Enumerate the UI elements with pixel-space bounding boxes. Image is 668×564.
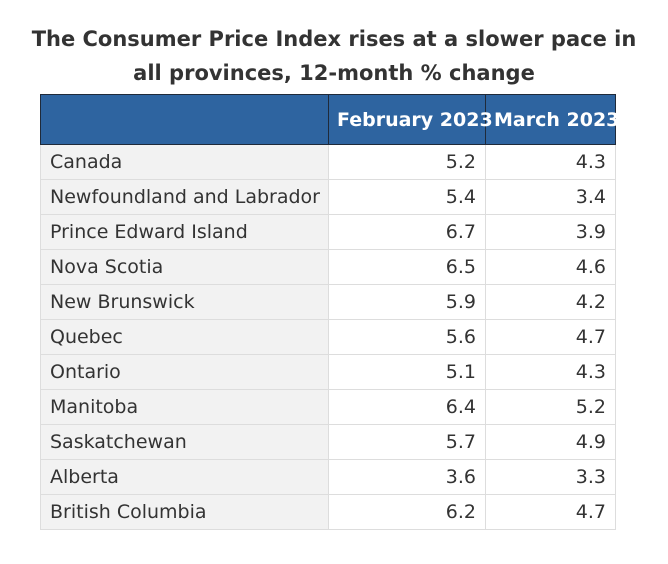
table-body: Canada 5.2 4.3 Newfoundland and Labrador 5.4…	[40, 144, 616, 530]
march-2023-value: 5.2	[485, 389, 616, 425]
region-cell: Saskatchewan	[40, 424, 329, 460]
february-2023-value: 6.7	[328, 214, 486, 250]
table-row: British Columbia 6.2 4.7	[40, 494, 616, 530]
header-march-2023: March 2023	[485, 94, 619, 145]
region-cell: New Brunswick	[40, 284, 329, 320]
region-cell: Alberta	[40, 459, 329, 495]
table-row: Saskatchewan 5.7 4.9	[40, 424, 616, 460]
table-row: Ontario 5.1 4.3	[40, 354, 616, 390]
region-cell: Quebec	[40, 319, 329, 355]
march-2023-value: 4.6	[485, 249, 616, 285]
region-cell: Nova Scotia	[40, 249, 329, 285]
march-2023-value: 4.7	[485, 494, 616, 530]
table-row: Newfoundland and Labrador 5.4 3.4	[40, 179, 616, 215]
table-row: Manitoba 6.4 5.2	[40, 389, 616, 425]
chart-title-line-2: all provinces, 12-month % change	[133, 61, 535, 85]
march-2023-value: 3.3	[485, 459, 616, 495]
february-2023-value: 5.4	[328, 179, 486, 215]
february-2023-value: 6.2	[328, 494, 486, 530]
march-2023-value: 4.3	[485, 354, 616, 390]
table-row: Prince Edward Island 6.7 3.9	[40, 214, 616, 250]
cpi-table: February 2023 March 2023 Canada 5.2 4.3 New…	[40, 94, 619, 530]
february-2023-value: 5.1	[328, 354, 486, 390]
region-cell: Canada	[40, 144, 329, 180]
table-row: Quebec 5.6 4.7	[40, 319, 616, 355]
table-row: New Brunswick 5.9 4.2	[40, 284, 616, 320]
february-2023-value: 5.9	[328, 284, 486, 320]
table-row: Nova Scotia 6.5 4.6	[40, 249, 616, 285]
table-row: Alberta 3.6 3.3	[40, 459, 616, 495]
region-cell: Prince Edward Island	[40, 214, 329, 250]
february-2023-value: 5.7	[328, 424, 486, 460]
header-row: February 2023 March 2023	[40, 94, 619, 145]
header-february-2023: February 2023	[328, 94, 493, 145]
february-2023-value: 5.2	[328, 144, 486, 180]
chart-title: The Consumer Price Index rises at a slow…	[20, 22, 648, 90]
march-2023-value: 4.7	[485, 319, 616, 355]
region-cell: Manitoba	[40, 389, 329, 425]
table-row: Canada 5.2 4.3	[40, 144, 616, 180]
march-2023-value: 4.3	[485, 144, 616, 180]
region-cell: British Columbia	[40, 494, 329, 530]
header-region	[40, 94, 329, 145]
chart-title-line-1: The Consumer Price Index rises at a slow…	[31, 27, 637, 51]
february-2023-value: 6.5	[328, 249, 486, 285]
february-2023-value: 3.6	[328, 459, 486, 495]
march-2023-value: 4.2	[485, 284, 616, 320]
february-2023-value: 6.4	[328, 389, 486, 425]
march-2023-value: 4.9	[485, 424, 616, 460]
region-cell: Ontario	[40, 354, 329, 390]
march-2023-value: 3.9	[485, 214, 616, 250]
march-2023-value: 3.4	[485, 179, 616, 215]
region-cell: Newfoundland and Labrador	[40, 179, 329, 215]
february-2023-value: 5.6	[328, 319, 486, 355]
